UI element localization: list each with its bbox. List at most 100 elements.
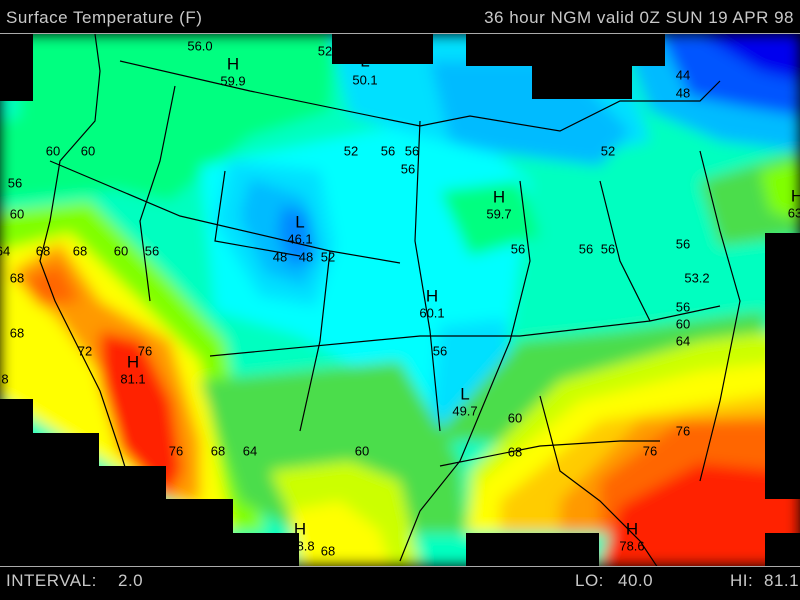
temperature-label: 76 xyxy=(642,443,658,459)
low-marker: L xyxy=(460,384,470,404)
hi-label: HI: xyxy=(730,571,754,590)
lo-label: LO: xyxy=(575,571,604,590)
temperature-label: 52 xyxy=(320,249,336,265)
map-title: Surface Temperature (F) xyxy=(6,8,203,27)
low-marker: L xyxy=(295,212,305,232)
high-marker: H xyxy=(126,352,140,372)
temperature-label: 48 xyxy=(272,249,288,265)
temperature-label: 56 xyxy=(380,143,396,159)
state-border xyxy=(49,160,401,264)
temperature-label: 64 xyxy=(242,443,258,459)
state-border xyxy=(39,34,136,500)
temperature-map: 56.0H59.952L50.1606056606468686056685256… xyxy=(0,33,800,567)
temperature-label: 56 xyxy=(578,241,594,257)
no-data-mask xyxy=(0,34,33,101)
temperature-label: 76 xyxy=(168,443,184,459)
contour-band xyxy=(700,34,800,81)
temperature-label: 68 xyxy=(320,543,336,559)
high-marker: H xyxy=(226,54,240,74)
temperature-label: 76 xyxy=(675,423,691,439)
temperature-label: 52 xyxy=(343,143,359,159)
state-border xyxy=(699,150,741,482)
contour-band xyxy=(20,34,335,201)
temperature-label: 59.7 xyxy=(486,206,512,222)
no-data-mask xyxy=(233,533,299,566)
state-border xyxy=(209,305,721,357)
lo-value: 40.0 xyxy=(618,571,654,590)
no-data-mask xyxy=(99,466,166,566)
temperature-label: 56 xyxy=(400,161,416,177)
temperature-label: 60 xyxy=(80,143,96,159)
temperature-label: 48 xyxy=(298,249,314,265)
high-marker: H xyxy=(791,188,800,205)
no-data-mask xyxy=(166,499,233,566)
temperature-label: 52 xyxy=(600,143,616,159)
state-border xyxy=(139,85,176,302)
no-data-mask xyxy=(33,433,99,566)
temperature-label: 68 xyxy=(35,243,51,259)
temperature-label: 44 xyxy=(675,67,691,83)
temperature-label: 60 xyxy=(675,316,691,332)
no-data-mask xyxy=(332,34,433,64)
temperature-label: 53.2 xyxy=(684,270,710,286)
temperature-label: 68 xyxy=(9,270,25,286)
hi-value: 81.1 xyxy=(764,571,800,590)
temperature-label: 60 xyxy=(9,206,25,222)
no-data-mask xyxy=(0,399,33,566)
temperature-label: 56 xyxy=(404,143,420,159)
state-border xyxy=(599,180,651,322)
temperature-label: 64 xyxy=(675,333,691,349)
temperature-label: 56 xyxy=(675,299,691,315)
state-border xyxy=(414,120,441,432)
contour-field xyxy=(0,34,800,566)
state-border xyxy=(119,60,721,132)
temperature-label: 56 xyxy=(7,175,23,191)
contour-band xyxy=(440,181,540,256)
no-data-mask xyxy=(765,233,800,499)
high-marker: H xyxy=(293,519,307,539)
temperature-label: 60 xyxy=(354,443,370,459)
state-border xyxy=(539,395,658,566)
contour-band xyxy=(0,111,110,201)
temperature-label: 59.9 xyxy=(220,73,246,89)
temperature-label: 49.7 xyxy=(452,403,478,419)
contour-band xyxy=(20,263,80,306)
high-marker: H xyxy=(425,286,439,306)
temperature-label: 60 xyxy=(507,410,523,426)
state-border xyxy=(299,250,331,432)
valid-time: 36 hour NGM valid 0Z SUN 19 APR 98 xyxy=(484,8,794,27)
no-data-mask xyxy=(466,533,599,566)
temperature-label: 56 xyxy=(144,243,160,259)
temperature-label: 56 xyxy=(675,236,691,252)
temperature-label: 60 xyxy=(113,243,129,259)
contour-band xyxy=(278,206,314,267)
no-data-mask xyxy=(765,533,800,566)
contour-band xyxy=(600,463,800,566)
temperature-label: 48 xyxy=(675,85,691,101)
interval-label: INTERVAL: xyxy=(6,571,97,590)
state-border xyxy=(399,180,531,562)
temperature-label: 50.1 xyxy=(352,72,378,88)
temperature-label: 60.1 xyxy=(419,305,445,321)
interval-value: 2.0 xyxy=(118,571,144,590)
state-border xyxy=(214,170,301,257)
temperature-label: 56.0 xyxy=(187,38,213,54)
temperature-label: 68 xyxy=(507,444,523,460)
temperature-label: 68 xyxy=(210,443,226,459)
temperature-label: 46.1 xyxy=(287,231,313,247)
no-data-mask xyxy=(532,34,632,99)
temperature-label: 72 xyxy=(77,343,93,359)
temperature-label: 64 xyxy=(0,243,11,259)
temperature-label: 56 xyxy=(510,241,526,257)
low-marker: L xyxy=(360,51,370,71)
high-marker: H xyxy=(492,187,506,207)
temperature-label: 68 xyxy=(72,243,88,259)
temperature-label: 81.1 xyxy=(120,371,146,387)
temperature-label: 76 xyxy=(137,343,153,359)
temperature-label: 60 xyxy=(45,143,61,159)
high-marker: H xyxy=(625,519,639,539)
temperature-label: 8 xyxy=(1,371,9,387)
contour-band xyxy=(760,161,800,221)
temperature-label: 78.6 xyxy=(619,538,645,554)
temperature-label: 52 xyxy=(317,43,333,59)
